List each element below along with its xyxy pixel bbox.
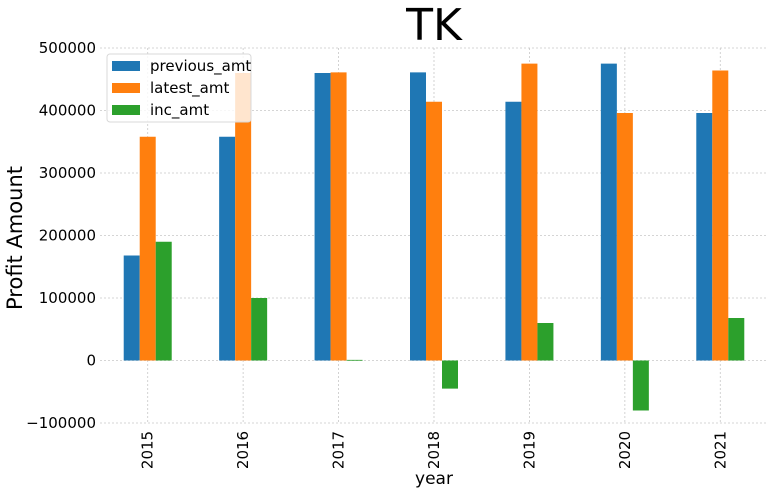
- bar-latest_amt-2015: [139, 136, 156, 361]
- bar-latest_amt-2020: [616, 113, 633, 361]
- x-tick-label: 2017: [330, 431, 348, 469]
- x-tick-label: 2016: [234, 431, 252, 469]
- bar-inc_amt-2019: [537, 323, 554, 361]
- y-tick-label: 500000: [39, 39, 96, 57]
- legend-swatch-latest_amt: [112, 83, 140, 93]
- legend-label-latest_amt: latest_amt: [150, 79, 229, 98]
- bar-previous_amt-2020: [600, 63, 617, 361]
- bar-inc_amt-2018: [442, 360, 458, 389]
- bar-inc_amt-2021: [728, 318, 745, 361]
- bar-latest_amt-2017: [330, 72, 347, 361]
- y-tick-label: 300000: [39, 164, 96, 182]
- y-tick-label: −100000: [26, 414, 96, 432]
- legend: previous_amt latest_amt inc_amt: [106, 53, 252, 123]
- y-axis-label: Profit Amount: [3, 166, 27, 310]
- bar-previous_amt-2021: [696, 113, 713, 361]
- x-tick-label: 2018: [425, 431, 443, 469]
- legend-swatch-inc_amt: [112, 105, 140, 115]
- x-axis-label: year: [415, 469, 453, 489]
- bars: [123, 63, 745, 411]
- bar-previous_amt-2018: [410, 72, 426, 361]
- legend-label-previous_amt: previous_amt: [150, 57, 251, 76]
- y-tick-label: 400000: [39, 102, 96, 120]
- x-tick-label: 2021: [711, 431, 729, 469]
- bar-previous_amt-2015: [123, 255, 140, 361]
- x-tick-label: 2015: [139, 431, 157, 469]
- legend-frame: [106, 53, 252, 123]
- y-tick-label: 100000: [39, 289, 96, 307]
- bar-latest_amt-2018: [426, 101, 442, 361]
- x-axis: 2015 2016 2017 2018 2019 2020 2021: [139, 431, 730, 469]
- legend-label-inc_amt: inc_amt: [150, 101, 209, 120]
- bar-previous_amt-2017: [314, 73, 331, 361]
- y-tick-label: 0: [86, 352, 96, 370]
- x-tick-label: 2019: [520, 431, 538, 469]
- chart-title: TK: [405, 0, 463, 51]
- y-axis: −100000 0 100000 200000 300000 400000 500000: [26, 39, 96, 432]
- bar-previous_amt-2016: [219, 136, 236, 361]
- bar-latest_amt-2016: [235, 73, 252, 361]
- legend-swatch-previous_amt: [112, 61, 140, 71]
- bar-previous_amt-2019: [505, 101, 522, 361]
- bar-inc_amt-2017: [346, 359, 363, 361]
- y-tick-label: 200000: [39, 227, 96, 245]
- bar-inc_amt-2016: [251, 298, 268, 361]
- bar-inc_amt-2015: [155, 241, 172, 361]
- x-tick-label: 2020: [616, 431, 634, 469]
- bar-latest_amt-2021: [712, 70, 729, 361]
- bar-inc_amt-2020: [632, 360, 649, 411]
- bar-latest_amt-2019: [521, 63, 538, 361]
